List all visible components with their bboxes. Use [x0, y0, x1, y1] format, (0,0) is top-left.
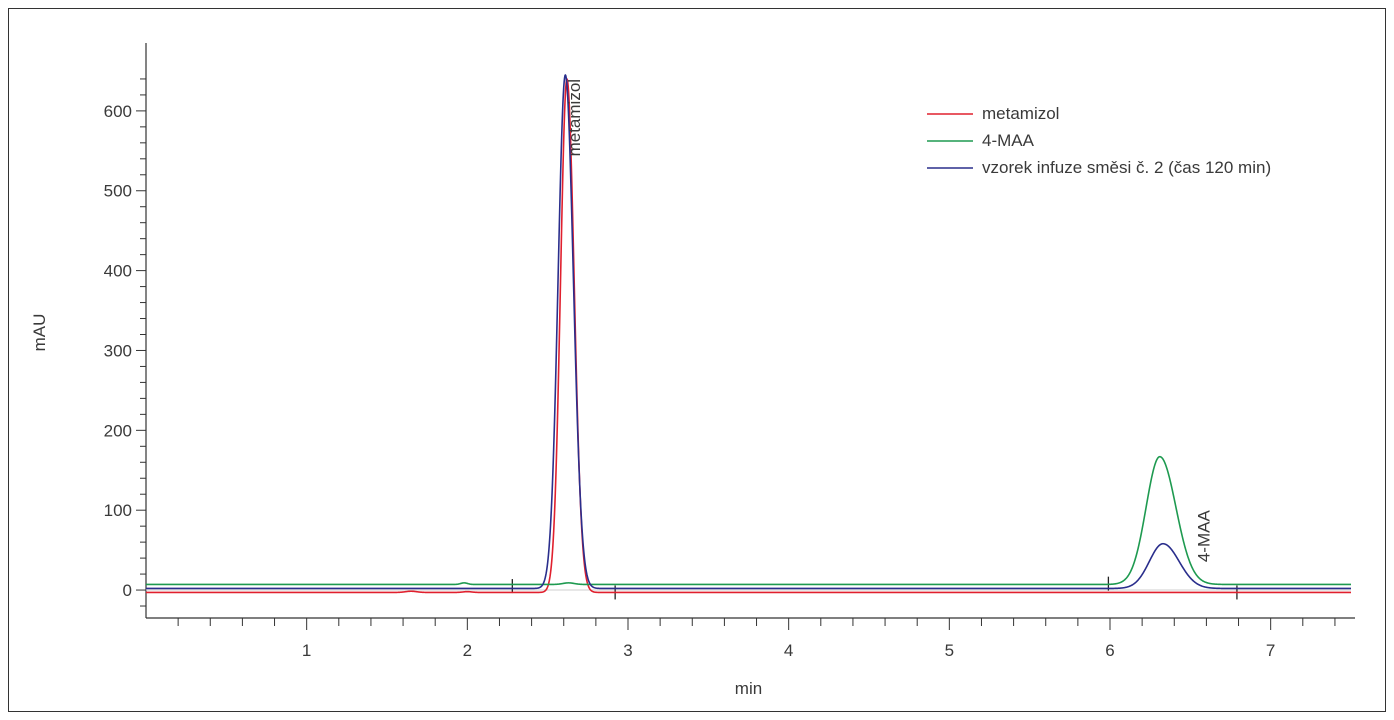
series-line-0	[145, 78, 1352, 594]
x-axis-title: min	[735, 679, 762, 698]
y-axis-title: mAU	[30, 314, 49, 352]
y-tick-label: 100	[104, 501, 132, 520]
peak-annotations: metamizol 4-MAA	[565, 79, 1214, 562]
x-tick-label: 2	[463, 641, 472, 660]
x-tick-label: 4	[784, 641, 793, 660]
x-tick-label: 1	[302, 641, 311, 660]
legend: metamizol 4-MAA vzorek infuze směsi č. 2 (…	[927, 104, 1271, 177]
y-tick-label: 500	[104, 182, 132, 201]
x-tick-label: 7	[1266, 641, 1275, 660]
series-line-2	[145, 74, 1352, 590]
x-tick-label: 6	[1105, 641, 1114, 660]
legend-label: metamizol	[982, 104, 1059, 123]
y-tick-label: 200	[104, 421, 132, 440]
axes: 1 2 3 4 5 6 7 0 100 200 300 400 500 600	[104, 43, 1355, 660]
chromatogram-chart: 1 2 3 4 5 6 7 0 100 200 300 400 500 600 metamizol 4-MA…	[30, 43, 1355, 698]
peak-label: 4-MAA	[1195, 510, 1214, 563]
chart-frame: 1 2 3 4 5 6 7 0 100 200 300 400 500 600 metamizol 4-MA…	[8, 8, 1386, 712]
y-tick-label: 400	[104, 262, 132, 281]
x-tick-label: 5	[945, 641, 954, 660]
y-tick-label: 0	[123, 581, 132, 600]
y-tick-label: 600	[104, 102, 132, 121]
series-group	[145, 74, 1352, 594]
x-tick-label: 3	[623, 641, 632, 660]
peak-label: metamizol	[565, 79, 584, 156]
legend-label: 4-MAA	[982, 131, 1035, 150]
legend-label: vzorek infuze směsi č. 2 (čas 120 min)	[982, 158, 1271, 177]
y-tick-label: 300	[104, 341, 132, 360]
series-line-1	[145, 455, 1352, 586]
